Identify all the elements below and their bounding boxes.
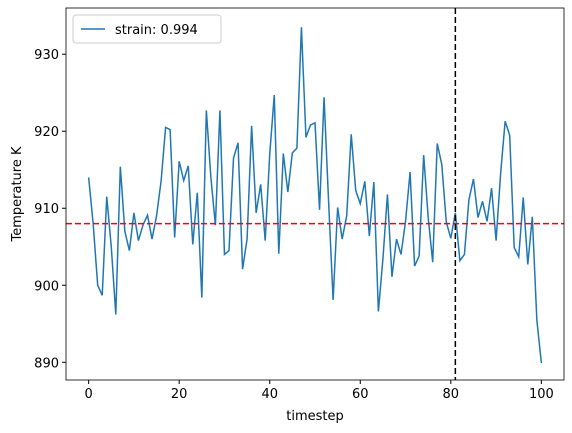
x-tick-label: 40	[261, 387, 278, 402]
x-tick-label: 0	[84, 387, 92, 402]
y-tick-label: 930	[34, 48, 59, 63]
y-tick-label: 900	[34, 279, 59, 294]
y-tick-label: 920	[34, 125, 59, 140]
legend-box	[72, 14, 222, 44]
legend-label: strain: 0.994	[115, 23, 198, 38]
x-tick-label: 80	[443, 387, 460, 402]
x-tick-label: 20	[171, 387, 188, 402]
data-line	[87, 27, 543, 364]
x-tick-label: 100	[529, 387, 554, 402]
y-tick-label: 910	[34, 202, 59, 217]
y-axis-label: Temperature K	[10, 146, 25, 242]
plot-frame	[65, 7, 565, 381]
x-tick-label: 60	[352, 387, 369, 402]
y-tick-label: 890	[34, 356, 59, 371]
x-axis-label: timestep	[286, 409, 344, 424]
